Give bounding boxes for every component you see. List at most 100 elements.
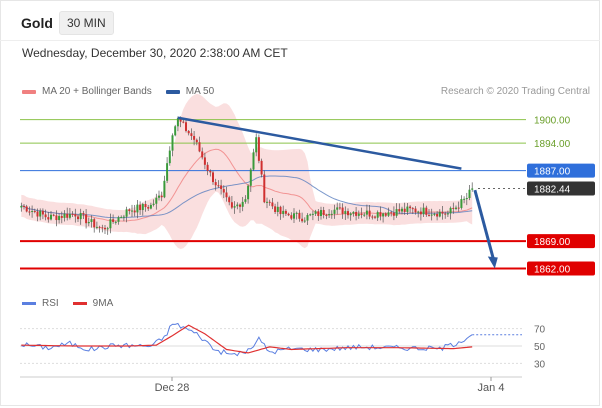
candle-body xyxy=(457,207,460,209)
legend-label-9ma: 9MA xyxy=(92,298,114,309)
candle-body xyxy=(228,197,231,203)
candle-body xyxy=(60,216,63,218)
candle-body xyxy=(66,213,69,218)
candle-body xyxy=(160,195,163,198)
candle-body xyxy=(36,211,39,217)
candle-body xyxy=(311,213,314,215)
candle-body xyxy=(268,201,271,203)
legend-item-ma50: MA 50 xyxy=(165,86,214,97)
level-label-resistance: 1900.00 xyxy=(534,116,571,127)
candle-body xyxy=(260,160,263,175)
chart-datetime: Wednesday, December 30, 2020 2:38:00 AM … xyxy=(22,46,288,60)
level-label-support: 1862.00 xyxy=(534,265,571,276)
candle-body xyxy=(249,169,252,186)
legend-item-rsi: RSI xyxy=(22,298,59,309)
candle-body xyxy=(463,198,466,200)
candle-body xyxy=(266,201,268,203)
candle-body xyxy=(371,216,374,218)
candle-body xyxy=(257,137,260,161)
candle-body xyxy=(325,214,328,216)
candle-body xyxy=(320,210,322,216)
candle-body xyxy=(131,210,133,212)
legend-swatch-rsi xyxy=(22,302,36,305)
candle-body xyxy=(398,209,401,212)
candle-body xyxy=(128,209,131,212)
rsi-tick-label: 50 xyxy=(534,342,546,353)
candle-body xyxy=(225,192,228,198)
candle-body xyxy=(98,226,101,228)
candle-body xyxy=(430,214,433,216)
candle-body xyxy=(71,213,74,215)
candle-body xyxy=(376,212,379,218)
candle-body xyxy=(74,214,77,217)
rsi-legend: RSI 9MA xyxy=(22,298,127,309)
candle-body xyxy=(409,206,412,209)
candle-body xyxy=(322,210,325,215)
candle-body xyxy=(55,215,58,221)
candle-body xyxy=(176,118,179,127)
candle-body xyxy=(187,130,190,134)
rsi-line xyxy=(21,322,473,357)
candle-body xyxy=(455,207,457,209)
candle-body xyxy=(93,219,96,228)
candle-body xyxy=(414,208,417,213)
candle-body xyxy=(190,133,193,137)
candle-body xyxy=(306,215,309,221)
rsi-tick-label: 70 xyxy=(534,325,546,336)
x-axis-tick-label: Jan 4 xyxy=(478,382,505,394)
candle-body xyxy=(122,216,125,218)
candle-body xyxy=(263,174,266,203)
candle-body xyxy=(395,209,398,216)
candle-body xyxy=(333,209,336,214)
candle-body xyxy=(168,150,171,164)
candle-body xyxy=(255,137,258,153)
candle-body xyxy=(101,227,104,229)
candle-body xyxy=(239,204,241,207)
candle-body xyxy=(244,199,247,202)
candle-body xyxy=(236,204,239,207)
candle-body xyxy=(428,214,430,216)
legend-label-rsi: RSI xyxy=(42,298,59,309)
candle-body xyxy=(82,213,85,215)
legend-swatch-ma20 xyxy=(22,89,36,94)
candle-body xyxy=(112,219,115,222)
candle-body xyxy=(347,211,349,216)
candle-body xyxy=(125,209,128,217)
level-badge-last xyxy=(527,181,595,196)
candle-body xyxy=(374,216,376,218)
candle-body xyxy=(31,211,34,213)
candle-body xyxy=(214,182,217,186)
candle-body xyxy=(406,206,409,212)
candle-body xyxy=(149,204,152,209)
legend-swatch-9ma xyxy=(72,302,87,305)
candle-body xyxy=(33,211,36,213)
candle-body xyxy=(460,199,463,208)
candle-body xyxy=(298,212,301,219)
candle-body xyxy=(144,203,147,208)
legend-swatch-ma50 xyxy=(165,89,180,94)
candle-body xyxy=(465,198,468,200)
candle-body xyxy=(193,136,196,140)
candle-body xyxy=(382,213,385,217)
candle-body xyxy=(114,221,117,223)
candle-body xyxy=(209,170,212,173)
candle-body xyxy=(179,118,182,122)
candle-body xyxy=(417,211,420,213)
candle-body xyxy=(201,151,204,158)
candle-body xyxy=(47,217,50,220)
candle-body xyxy=(247,185,250,200)
candle-body xyxy=(139,204,142,211)
candle-body xyxy=(217,185,220,187)
candle-body xyxy=(212,172,214,183)
candle-body xyxy=(230,202,233,208)
forecast-arrow-head xyxy=(487,256,498,269)
candle-body xyxy=(363,214,366,216)
candle-body xyxy=(444,213,447,215)
candle-body xyxy=(166,163,169,181)
candle-body xyxy=(355,211,358,216)
candle-body xyxy=(90,219,93,222)
candle-body xyxy=(220,185,223,190)
timeframe-badge[interactable]: 30 MIN xyxy=(59,11,114,35)
candle-body xyxy=(233,206,236,208)
